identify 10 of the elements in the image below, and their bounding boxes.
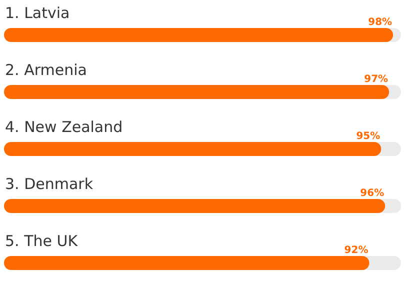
- data-label: 96%: [360, 188, 384, 199]
- y-tick-label: 2. Armenia: [5, 61, 87, 79]
- y-tick-label: 4. New Zealand: [5, 118, 123, 136]
- y-tick-label: 5. The UK: [5, 232, 79, 250]
- y-tick-label: 3. Denmark: [5, 175, 94, 193]
- y-tick-label: 1. Latvia: [5, 4, 70, 22]
- data-label: 95%: [356, 131, 380, 142]
- data-label: 97%: [364, 74, 388, 85]
- data-label: 98%: [368, 17, 392, 28]
- data-label: 92%: [344, 245, 368, 256]
